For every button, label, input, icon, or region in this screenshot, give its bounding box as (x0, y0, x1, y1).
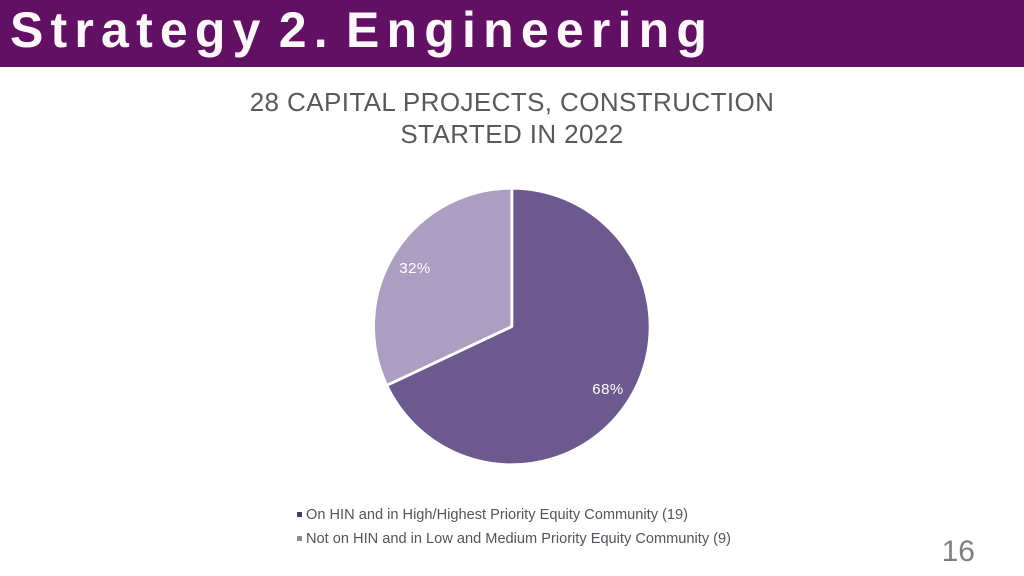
svg-text:32%: 32% (399, 260, 431, 277)
svg-text:68%: 68% (592, 381, 624, 398)
